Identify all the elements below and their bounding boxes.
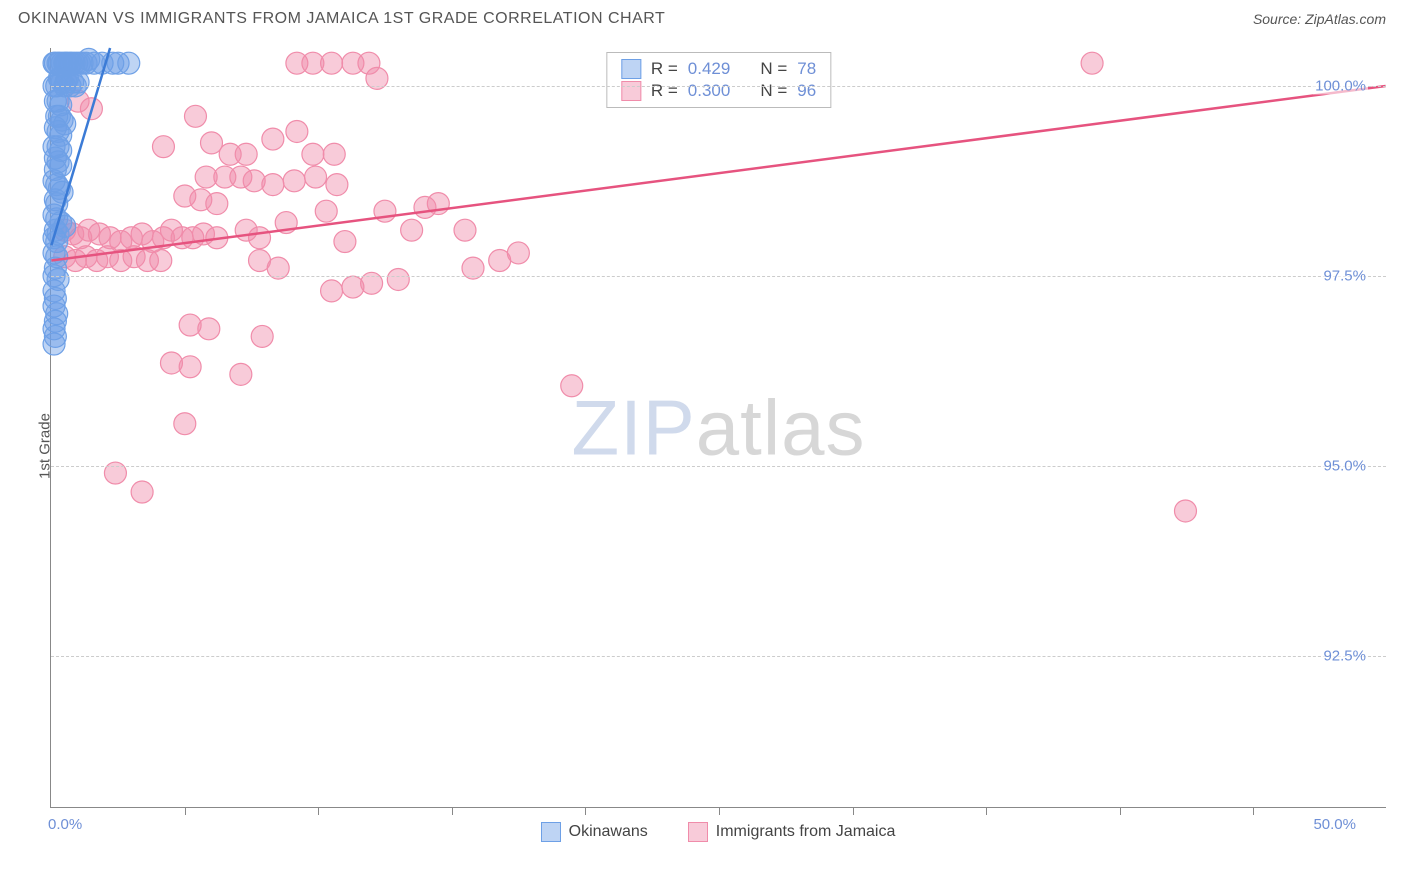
data-point <box>179 356 201 378</box>
r-label: R = <box>651 59 678 79</box>
bottom-legend-item: Immigrants from Jamaica <box>688 822 896 842</box>
r-value: 0.429 <box>688 59 731 79</box>
data-point <box>43 333 65 355</box>
data-point <box>198 318 220 340</box>
r-value: 0.300 <box>688 81 731 101</box>
data-point <box>243 170 265 192</box>
x-tick <box>452 807 453 815</box>
data-point <box>321 280 343 302</box>
data-point <box>561 375 583 397</box>
data-point <box>206 193 228 215</box>
x-tick <box>1253 807 1254 815</box>
data-point <box>1081 52 1103 74</box>
data-point <box>326 174 348 196</box>
data-point <box>321 52 343 74</box>
chart-container: OKINAWAN VS IMMIGRANTS FROM JAMAICA 1ST … <box>0 0 1406 892</box>
data-point <box>323 143 345 165</box>
grid-line <box>51 466 1386 467</box>
legend-swatch-pink <box>621 81 641 101</box>
x-tick <box>719 807 720 815</box>
grid-line <box>51 656 1386 657</box>
data-point <box>286 121 308 143</box>
y-tick-label: 97.5% <box>1321 268 1368 285</box>
data-point <box>131 481 153 503</box>
x-tick <box>1120 807 1121 815</box>
plot-area: ZIPatlas R = 0.429 N = 78 R = 0.300 N = … <box>50 48 1386 808</box>
x-tick <box>185 807 186 815</box>
data-point <box>334 231 356 253</box>
data-point <box>1174 500 1196 522</box>
data-point <box>401 219 423 241</box>
grid-line <box>51 276 1386 277</box>
x-tick <box>853 807 854 815</box>
legend-swatch-blue <box>621 59 641 79</box>
data-point <box>251 325 273 347</box>
data-point <box>262 174 284 196</box>
data-point <box>454 219 476 241</box>
source-label: Source: ZipAtlas.com <box>1253 11 1386 27</box>
data-point <box>302 143 324 165</box>
y-tick-label: 92.5% <box>1321 648 1368 665</box>
data-point <box>507 242 529 264</box>
n-label: N = <box>760 59 787 79</box>
data-point <box>342 276 364 298</box>
data-point <box>118 52 140 74</box>
data-point <box>201 132 223 154</box>
title-row: OKINAWAN VS IMMIGRANTS FROM JAMAICA 1ST … <box>0 0 1406 32</box>
r-label: R = <box>651 81 678 101</box>
legend-label: Okinawans <box>569 823 648 841</box>
data-point <box>235 143 257 165</box>
data-point <box>262 128 284 150</box>
data-point <box>184 105 206 127</box>
scatter-svg <box>51 48 1386 807</box>
bottom-legend-item: Okinawans <box>541 822 648 842</box>
data-point <box>179 314 201 336</box>
y-tick-label: 95.0% <box>1321 458 1368 475</box>
legend-swatch-pink <box>688 822 708 842</box>
legend-label: Immigrants from Jamaica <box>716 823 896 841</box>
data-point <box>174 413 196 435</box>
x-tick <box>986 807 987 815</box>
data-point <box>230 363 252 385</box>
data-point <box>152 136 174 158</box>
data-point <box>249 227 271 249</box>
data-point <box>283 170 305 192</box>
n-value: 78 <box>797 59 816 79</box>
data-point <box>305 166 327 188</box>
stats-legend-row: R = 0.429 N = 78 <box>621 59 816 79</box>
bottom-legend: Okinawans Immigrants from Jamaica <box>50 822 1386 842</box>
data-point <box>315 200 337 222</box>
n-value: 96 <box>797 81 816 101</box>
data-point <box>387 269 409 291</box>
n-label: N = <box>760 81 787 101</box>
stats-legend: R = 0.429 N = 78 R = 0.300 N = 96 <box>606 52 831 108</box>
data-point <box>150 250 172 272</box>
grid-line <box>51 86 1386 87</box>
x-tick <box>318 807 319 815</box>
legend-swatch-blue <box>541 822 561 842</box>
data-point <box>160 352 182 374</box>
x-tick <box>585 807 586 815</box>
chart-title: OKINAWAN VS IMMIGRANTS FROM JAMAICA 1ST … <box>18 10 665 28</box>
data-point <box>67 71 89 93</box>
stats-legend-row: R = 0.300 N = 96 <box>621 81 816 101</box>
y-tick-label: 100.0% <box>1313 78 1368 95</box>
